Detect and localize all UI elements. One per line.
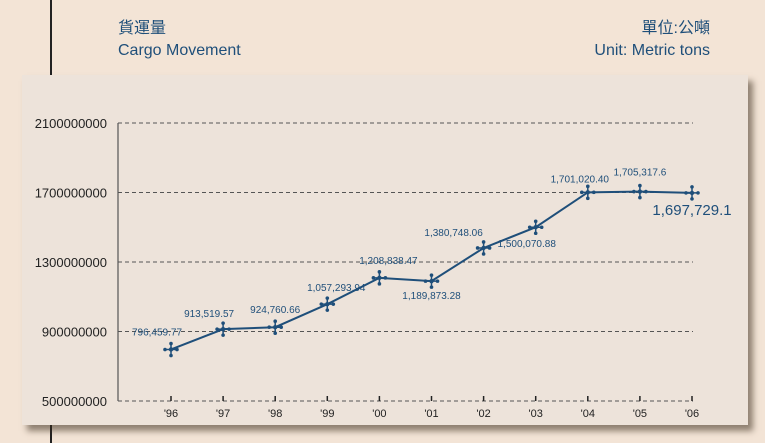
- x-tick-label: '02: [476, 408, 490, 420]
- data-label: 1,500,070.88: [498, 239, 557, 250]
- x-tick-label: '03: [529, 408, 543, 420]
- data-point-marker: [580, 184, 596, 201]
- x-tick-label: '05: [633, 408, 647, 420]
- data-point-marker: [684, 185, 700, 201]
- unit-label: 單位:公噸 Unit: Metric tons: [594, 18, 710, 62]
- y-tick-label: 1300000000: [35, 255, 107, 270]
- data-label: 796,459.77: [132, 327, 182, 338]
- x-tick-label: '99: [320, 408, 334, 420]
- data-point-marker: [215, 321, 231, 337]
- unit-en: Unit: Metric tons: [594, 42, 710, 59]
- data-point-marker: [632, 183, 648, 200]
- data-label: 1,057,293.94: [307, 283, 366, 294]
- x-tick-label: '96: [164, 408, 178, 420]
- x-tick-label: '98: [268, 408, 282, 420]
- x-tick-label: '00: [372, 408, 386, 420]
- data-label: 1,697,729.1: [652, 202, 731, 219]
- data-label: 1,189,873.28: [402, 291, 461, 302]
- y-tick-label: 900000000: [42, 325, 107, 340]
- data-point-marker: [267, 319, 284, 335]
- data-label: 1,701,020.40: [551, 174, 610, 185]
- title-zh: 貨運量: [118, 20, 167, 37]
- unit-zh: 單位:公噸: [641, 20, 710, 37]
- y-tick-label: 1700000000: [35, 186, 107, 201]
- y-tick-label: 500000000: [42, 394, 107, 409]
- x-tick-label: '97: [216, 408, 230, 420]
- data-label: 913,519.57: [184, 309, 234, 320]
- data-point-marker: [475, 240, 492, 256]
- data-point-marker: [319, 296, 336, 312]
- data-label: 1,705,317.6: [613, 168, 666, 179]
- data-label: 924,760.66: [250, 305, 300, 316]
- y-tick-label: 2100000000: [35, 116, 107, 131]
- data-point-marker: [371, 270, 388, 286]
- data-point-marker: [423, 273, 440, 289]
- x-tick-label: '01: [424, 408, 438, 420]
- x-tick-label: '06: [685, 408, 699, 420]
- chart-panel: [22, 75, 748, 425]
- data-point-marker: [163, 341, 179, 358]
- data-label: 1,208,838.47: [359, 256, 418, 267]
- x-tick-label: '04: [581, 408, 595, 420]
- title-en: Cargo Movement: [118, 42, 241, 59]
- series-line: [170, 190, 693, 351]
- decorative-line-bottom: [50, 425, 52, 443]
- decorative-line-top: [50, 0, 52, 75]
- data-label: 1,380,748.06: [424, 228, 483, 239]
- chart-title: 貨運量 Cargo Movement: [118, 18, 241, 62]
- data-point-marker: [527, 219, 544, 236]
